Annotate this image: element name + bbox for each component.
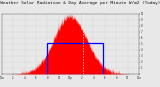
Bar (48, 43, 103, 74)
Text: Milwaukee Weather Solar Radiation & Day Average per Minute W/m2 (Today): Milwaukee Weather Solar Radiation & Day … (0, 1, 160, 5)
